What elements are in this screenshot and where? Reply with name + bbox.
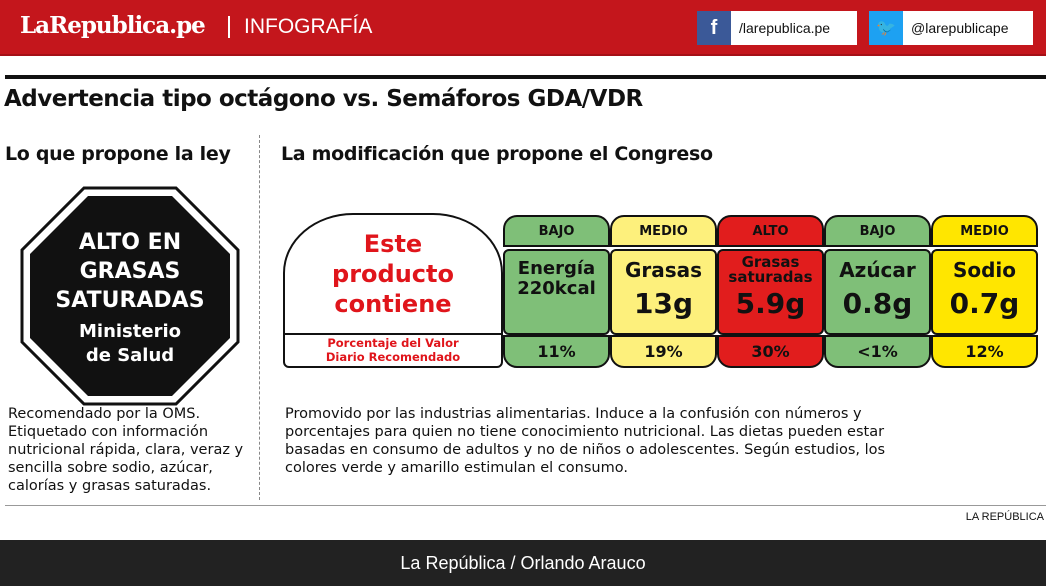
facebook-icon: f: [697, 11, 731, 45]
facebook-handle: /larepublica.pe: [739, 20, 831, 36]
nutrient-value: 0.7g: [949, 287, 1020, 320]
credit-label: LA REPÚBLICA: [965, 511, 1044, 523]
level-badge: BAJO: [824, 215, 931, 247]
header-separator: [228, 16, 230, 38]
label-note: Diario Recomendado: [325, 350, 461, 364]
nutrient-value: 13g: [633, 287, 693, 320]
percent-value: 19%: [610, 335, 717, 368]
top-rule: [5, 75, 1046, 79]
section-label: INFOGRAFÍA: [244, 15, 373, 38]
left-heading: Lo que propone la ley: [5, 143, 231, 165]
nutrient-name: Sodio: [952, 258, 1017, 282]
site-logo[interactable]: LaRepublica.pe: [20, 12, 206, 39]
dashed-divider: [259, 135, 260, 500]
right-heading: La modificación que propone el Congreso: [281, 143, 713, 165]
left-description: Recomendado por la OMS. Etiquetado con i…: [8, 406, 244, 494]
nutrient-name: saturadas: [728, 268, 813, 286]
nutrient-name: Energía: [517, 258, 596, 279]
label-text: producto: [332, 260, 454, 288]
level-badge: MEDIO: [931, 215, 1038, 247]
level-badge: ALTO: [717, 215, 824, 247]
level-badge: MEDIO: [610, 215, 717, 247]
footer-credit: La República / Orlando Arauco: [400, 552, 646, 573]
octagon-line: GRASAS: [79, 259, 181, 284]
octagon-line: ALTO EN: [78, 230, 182, 255]
nutrient-column-azucar: BAJO Azúcar 0.8g <1%: [824, 215, 931, 368]
nutrient-name: Azúcar: [839, 258, 916, 282]
octagon-line: SATURADAS: [55, 288, 205, 313]
nutrient-value: 5.9g: [735, 287, 806, 320]
nutrient-column-energia: BAJO Energía 220kcal 11%: [503, 215, 610, 368]
nutrient-value: 220kcal: [517, 278, 596, 299]
bottom-rule: [5, 505, 1046, 506]
nutrient-column-sodio: MEDIO Sodio 0.7g 12%: [931, 215, 1038, 368]
percent-value: 30%: [717, 335, 824, 368]
twitter-link[interactable]: 🐦 @larepublicape: [869, 11, 1033, 45]
label-note: Porcentaje del Valor: [327, 336, 459, 350]
facebook-link[interactable]: f /larepublica.pe: [697, 11, 857, 45]
footer-bar: La República / Orlando Arauco: [0, 540, 1046, 586]
octagon-warning-icon: [20, 186, 240, 406]
nutrient-value: 0.8g: [842, 287, 913, 320]
twitter-handle: @larepublicape: [911, 20, 1009, 36]
nutrient-name: Grasas: [624, 258, 703, 282]
label-text: Este: [363, 230, 423, 258]
octagon-authority: Ministerio: [78, 321, 181, 342]
right-description: Promovido por las industrias alimentaria…: [285, 406, 886, 476]
level-badge: BAJO: [503, 215, 610, 247]
label-text: contiene: [334, 290, 452, 318]
label-divider: [285, 333, 501, 335]
percent-value: 12%: [931, 335, 1038, 368]
octagon-authority: de Salud: [85, 345, 175, 366]
product-label-box: Este producto contiene Porcentaje del Valo…: [283, 213, 503, 368]
page-title: Advertencia tipo octágono vs. Semáforos …: [4, 86, 643, 112]
nutrient-column-grasas: MEDIO Grasas 13g 19%: [610, 215, 717, 368]
nutrient-name: Grasas: [741, 253, 800, 271]
percent-value: <1%: [824, 335, 931, 368]
percent-value: 11%: [503, 335, 610, 368]
twitter-icon: 🐦: [869, 11, 903, 45]
nutrient-column-grasas-saturadas: ALTO Grasas saturadas 5.9g 30%: [717, 215, 824, 368]
